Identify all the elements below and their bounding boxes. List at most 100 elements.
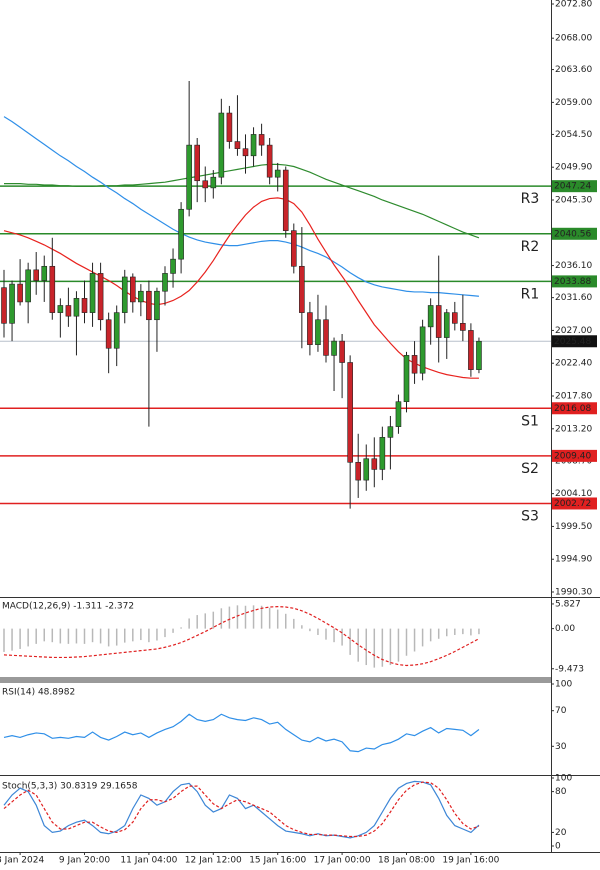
y-tick-label: 2049.90 [555,163,592,173]
y-tick-label: 5.827 [555,599,581,609]
level-name: S1 [521,413,539,429]
candle-body [460,323,466,331]
signal-line [3,605,480,667]
level-tag-label: 2047.24 [554,182,591,192]
candle-body [451,312,458,324]
candle-body [347,362,353,463]
candle-body [49,265,56,313]
candle-body [411,355,418,374]
y-tick-label: 2054.50 [555,130,592,140]
y-tick-label: 2072.80 [555,0,592,9]
candle-body [226,112,233,142]
moving-average [3,116,480,297]
candle-body [258,134,265,146]
candle-body [121,276,128,313]
candle-body [9,283,15,324]
candle-body [419,326,426,374]
candle-body [468,330,474,370]
level-tag-label: 2040.56 [554,229,591,239]
level-tag-label: 2009.40 [554,451,591,461]
candle-body [403,355,410,403]
candle-body [242,148,249,157]
x-tick-label: 18 Jan 08:00 [378,856,435,866]
level-tag [552,402,597,415]
candle-body [339,340,345,363]
panel-title: Stoch(5,3,3) 30.8319 29.1658 [2,782,138,792]
candle-body [194,144,200,182]
candle-body [234,141,241,149]
rsi-line [3,713,480,753]
candle-body [162,273,168,292]
y-tick-label: 30 [555,742,567,752]
level-name: S3 [521,508,539,524]
level-tag [552,275,597,288]
x-tick-label: 19 Jan 16:00 [442,856,499,866]
candle-body [218,112,225,178]
last-price-tag [552,335,597,348]
candle-body [355,461,362,481]
x-tick-label: 9 Jan 20:00 [59,856,111,866]
y-tick-label: 2068.00 [555,34,592,44]
x-tick-label: 15 Jan 16:00 [249,856,306,866]
candle-body [476,340,482,370]
moving-average [4,163,480,239]
candle-body [41,265,48,281]
candle-body [427,305,434,328]
candle-body [250,134,257,157]
candle-body [154,290,160,321]
candle-body [274,169,281,178]
y-tick-label: 2059.00 [555,98,592,108]
y-tick-label: 80 [555,787,567,797]
candle-body [282,169,289,231]
level-tag-label: 2033.88 [554,277,591,287]
level-name: R3 [521,191,540,207]
y-tick-label: 2036.10 [555,261,592,271]
y-tick-label: 100 [555,680,572,690]
candle-body [266,144,273,178]
y-tick-label: 2013.20 [555,424,592,434]
candle-body [105,319,112,349]
y-tick-label: 2063.60 [555,65,592,75]
y-tick-label: 0.00 [555,624,575,634]
candle-body [331,340,337,356]
candle-body [146,290,152,321]
candle-body [178,208,184,260]
candle-body [443,312,450,338]
candle-body [379,437,386,470]
y-tick-label: 100 [555,774,572,784]
stoch-d-line [3,781,480,838]
y-tick-label: 2031.60 [555,293,592,303]
level-tag [552,449,597,462]
candle-body [130,276,136,303]
candle-body [290,230,297,267]
level-tag [552,497,597,510]
y-tick-label: 2017.80 [555,392,592,402]
candle-body [138,290,144,303]
moving-average [3,197,479,379]
candle-body [186,144,192,210]
level-tag-label: 2002.72 [554,499,591,509]
x-tick-label: 11 Jan 04:00 [120,856,177,866]
candle-body [371,458,378,470]
y-tick-label: 2027.00 [555,326,592,336]
candle-body [1,287,7,324]
x-tick-label: 8 Jan 2024 [0,856,44,866]
candle-body [57,305,64,313]
candle-body [323,319,329,356]
stoch-k-line [3,780,480,839]
level-tag [552,180,597,193]
level-name: R2 [521,239,540,255]
candle-body [307,312,313,345]
panel-title: MACD(12,26,9) -1.311 -2.372 [2,602,134,612]
candle-body [210,176,217,189]
candle-body [202,180,209,189]
y-tick-label: 1990.30 [555,588,592,598]
candle-body [25,269,31,303]
y-tick-label: 2045.30 [555,195,592,205]
panel-separator [0,677,551,683]
y-tick-label: 70 [555,706,567,716]
level-tag-label: 2016.08 [554,404,591,414]
candle-body [315,319,321,345]
